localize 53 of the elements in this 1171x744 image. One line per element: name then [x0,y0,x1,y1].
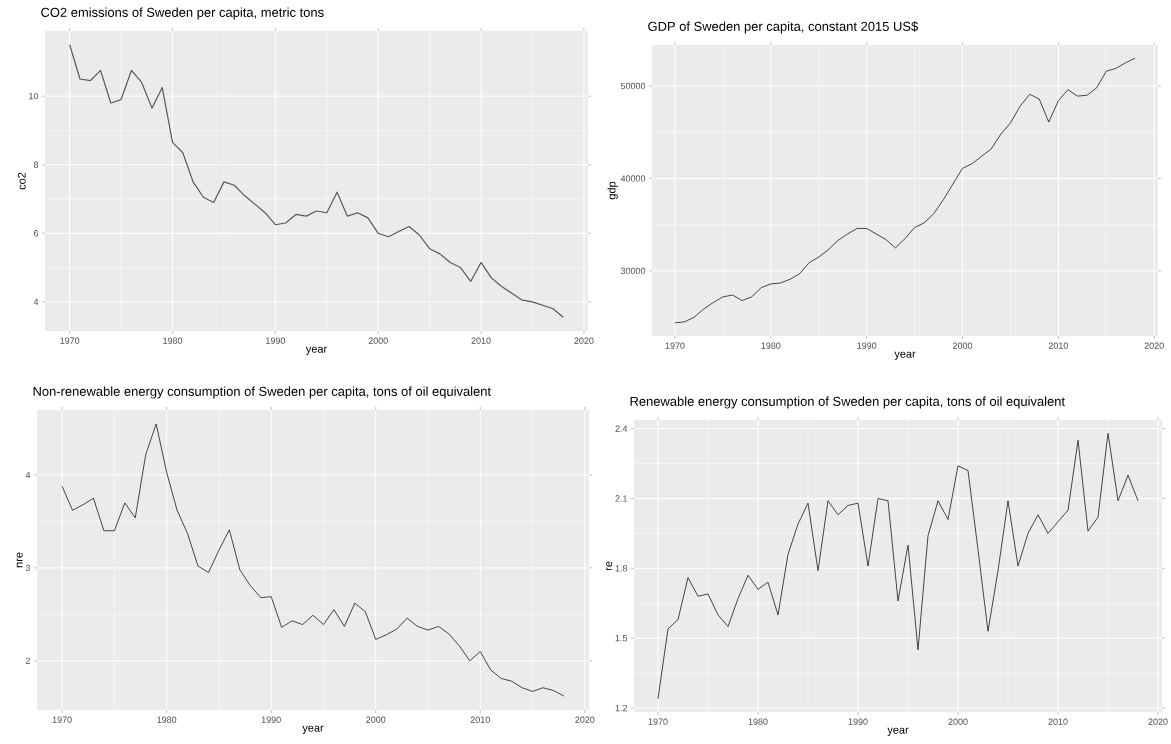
x-tick-label: 1990 [261,716,281,723]
y-tick-label: 10 [29,92,39,100]
x-tick-label: 1970 [648,718,668,725]
y-axis-title: re [606,561,613,571]
line-series [61,423,565,697]
x-tick-label: 2000 [948,718,968,725]
x-tick-label: 1980 [163,337,183,344]
y-tick-label: 2.1 [615,495,628,502]
y-tick-label: 1.8 [615,565,628,572]
x-tick-label: 1980 [157,716,177,723]
y-tick-label: 40000 [620,175,646,182]
x-tick-label: 1970 [60,337,80,344]
chart-title: GDP of Sweden per capita, constant 2015 US$ [648,21,918,34]
x-tick-label: 2010 [1048,718,1068,725]
y-axis-title: co2 [17,172,26,190]
x-tick-label: 1990 [848,718,868,725]
x-axis-title: year [894,351,916,360]
y-tick-label: 30000 [620,267,646,275]
y-tick-label: 4 [25,471,31,479]
chart-title: Non-renewable energy consumption of Sweden per capita, tons of oil equivalent [33,386,491,399]
x-tick-label: 1970 [52,716,72,723]
x-tick-label: 2020 [1144,342,1164,349]
x-tick-label: 1980 [748,718,768,725]
y-tick-label: 4 [33,298,39,305]
x-tick-label: 2000 [368,337,388,344]
line-series [657,432,1139,700]
y-axis-title: gdp [607,181,618,200]
x-tick-label: 1990 [266,337,285,344]
y-tick-label: 2 [25,657,31,664]
y-tick-label: 8 [33,161,39,168]
chart-title: Renewable energy consumption of Sweden per capita, tons of oil equivalent [630,396,1065,409]
y-tick-label: 1.2 [615,704,628,712]
chart-title: CO2 emissions of Sweden per capita, metric tons [41,7,324,20]
y-tick-label: 1.5 [615,635,628,642]
y-tick-label: 6 [33,230,39,237]
x-tick-label: 2000 [952,342,973,349]
x-tick-label: 1970 [665,342,685,349]
y-tick-label: 2.4 [615,425,628,432]
x-axis-title: year [305,346,327,355]
x-tick-label: 1980 [761,342,781,349]
x-tick-label: 2000 [366,716,386,723]
x-tick-label: 2010 [470,716,490,723]
x-axis-title: year [887,727,909,736]
x-tick-label: 2020 [575,716,595,723]
x-tick-label: 2010 [471,337,491,344]
y-tick-label: 3 [25,564,31,572]
x-axis-title: year [302,725,324,734]
y-axis-title: nre [16,552,23,568]
x-tick-label: 1990 [857,342,877,349]
x-tick-label: 2010 [1048,342,1068,349]
y-tick-label: 50000 [620,82,646,90]
x-tick-label: 2020 [1148,718,1168,725]
x-tick-label: 2020 [574,337,594,344]
